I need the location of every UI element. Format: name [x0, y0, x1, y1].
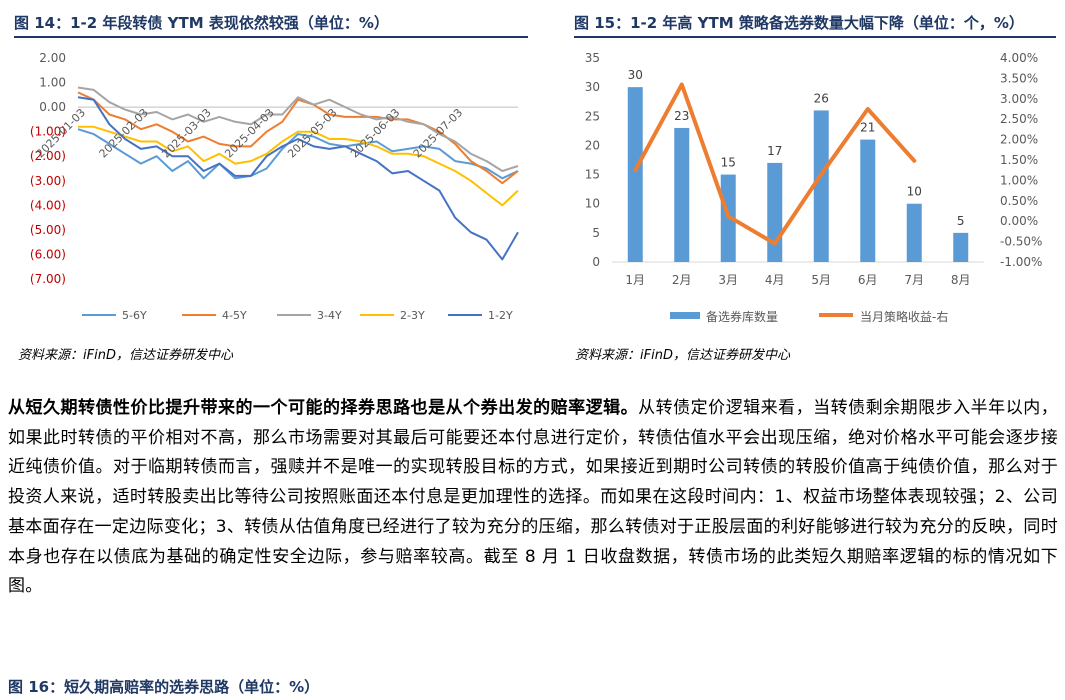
y-right-tick-label: 3.00%: [1000, 92, 1038, 106]
series-line-当月策略收益-右: [633, 82, 917, 246]
y-left-tick-label: 10: [585, 197, 600, 211]
y-tick-label: (6.00): [30, 247, 66, 261]
y-right-tick-label: 0.50%: [1000, 194, 1038, 208]
body-paragraph: 从短久期转债性价比提升带来的一个可能的择券思路也是从个券出发的赔率逻辑。从转债定…: [8, 394, 1058, 602]
series-line-1-2Y: [77, 96, 519, 261]
bar-value-label: 23: [674, 109, 689, 123]
x-tick-label: 8月: [951, 273, 971, 287]
figure-15-title-rule: [574, 36, 1056, 38]
y-right-tick-label: 4.00%: [1000, 51, 1038, 65]
y-right-tick-label: 3.50%: [1000, 71, 1038, 85]
y-right-tick-label: -0.50%: [1000, 235, 1042, 249]
y-tick-label: 2.00: [39, 51, 66, 65]
y-tick-label: (5.00): [30, 223, 66, 237]
x-tick-label: 7月: [904, 273, 924, 287]
figure-15-title: 图 15：1-2 年高 YTM 策略备选券数量大幅下降（单位：个，%）: [574, 14, 1024, 32]
x-tick-label: 2月: [672, 273, 692, 287]
y-right-tick-label: 2.00%: [1000, 133, 1038, 147]
bar-value-label: 17: [767, 144, 782, 158]
bar-5月: [813, 110, 829, 262]
figure-15-combo-chart: 0 5 10 15 20 25 30 35 4.00% 3.50% 3.00% 2.50% 2.00% 1…: [585, 51, 1043, 324]
x-tick-label: 5月: [811, 273, 831, 287]
paragraph-body: 从转债定价逻辑来看，当转债剩余期限步入半年以内，如果此时转债的平价相对不高，那么…: [8, 398, 1058, 597]
legend-swatch-bars: [670, 312, 700, 319]
bar-8月: [953, 232, 969, 262]
legend-label-4-5Y: 4-5Y: [222, 309, 247, 322]
legend-label-2-3Y: 2-3Y: [400, 309, 425, 322]
bar-1月: [627, 87, 643, 262]
y-left-tick-label: 25: [585, 109, 600, 123]
y-right-tick-label: 1.50%: [1000, 153, 1038, 167]
y-left-tick-label: 35: [585, 51, 600, 65]
y-left-tick-label: 20: [585, 138, 600, 152]
bar-value-label: 15: [721, 156, 736, 170]
bar-value-label: 30: [628, 68, 643, 82]
y-tick-label: (2.00): [30, 149, 66, 163]
bar-value-label: 26: [814, 91, 829, 105]
legend-label-3-4Y: 3-4Y: [317, 309, 342, 322]
y-tick-label: 0.00: [39, 100, 66, 114]
x-tick-label: 4月: [765, 273, 785, 287]
bar-4月: [767, 162, 783, 262]
y-left-tick-label: 30: [585, 80, 600, 94]
bar-value-label: 5: [957, 214, 965, 228]
y-left-tick-label: 5: [592, 226, 600, 240]
figure-14-title: 图 14：1-2 年段转债 YTM 表现依然较强（单位：%）: [14, 14, 389, 32]
series-line-2-3Y: [78, 125, 519, 207]
y-right-tick-label: 1.00%: [1000, 173, 1038, 187]
legend-label-bars: 备选券库数量: [706, 309, 778, 324]
legend-label-5-6Y: 5-6Y: [122, 309, 147, 322]
x-tick-label: 2025-05-03: [285, 106, 339, 160]
figure-14-source: 资料来源：iFinD，信达证券研发中心: [18, 348, 233, 363]
y-left-tick-label: 0: [592, 255, 600, 269]
paragraph-lead-bold: 从短久期转债性价比提升带来的一个可能的择券思路也是从个券出发的赔率逻辑。: [8, 398, 639, 418]
y-tick-label: (4.00): [30, 198, 66, 212]
x-tick-label: 6月: [858, 273, 878, 287]
bar-6月: [860, 139, 876, 262]
figure-14-line-chart: 2.00 1.00 0.00 (1.00) (2.00) (3.00) (4.00) (5.0…: [30, 51, 519, 322]
x-tick-label: 3月: [718, 273, 738, 287]
y-left-tick-label: 15: [585, 168, 600, 182]
y-tick-label: 1.00: [39, 76, 66, 90]
legend-label-line: 当月策略收益-右: [860, 309, 948, 324]
series-line-3-4Y: [77, 86, 519, 172]
figure-16-title: 图 16：短久期高赔率的选券思路（单位：%）: [8, 678, 320, 696]
x-tick-label: 1月: [625, 273, 645, 287]
figure-15-source: 资料来源：iFinD，信达证券研发中心: [575, 348, 790, 363]
bar-value-label: 10: [907, 185, 922, 199]
y-tick-label: (3.00): [30, 174, 66, 188]
y-right-tick-label: 2.50%: [1000, 112, 1038, 126]
bar-value-label: 21: [860, 121, 875, 135]
series-line-5-6Y: [77, 128, 519, 180]
bar-7月: [906, 203, 922, 262]
x-tick-label: 2025-06-03: [348, 106, 402, 160]
y-tick-label: (7.00): [30, 272, 66, 286]
y-right-tick-label: -1.00%: [1000, 255, 1042, 269]
legend-label-1-2Y: 1-2Y: [488, 309, 513, 322]
x-tick-label: 2025-07-03: [411, 106, 465, 160]
figure-14-title-rule: [14, 36, 528, 38]
y-tick-label: (1.00): [30, 125, 66, 139]
bar-2月: [674, 127, 690, 262]
y-right-tick-label: 0.00%: [1000, 214, 1038, 228]
